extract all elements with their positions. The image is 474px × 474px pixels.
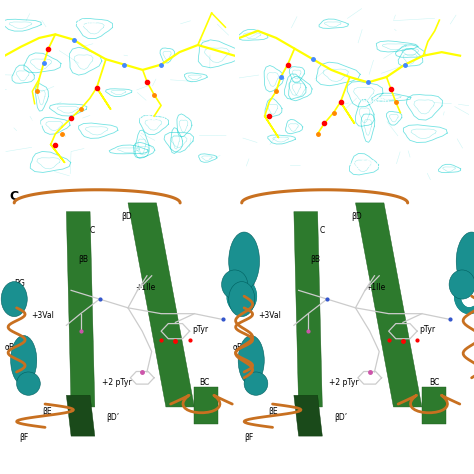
Text: +1Ile: +1Ile [365, 283, 385, 292]
Text: +2pTyr: +2pTyr [248, 117, 278, 126]
Text: βB: βB [310, 255, 320, 264]
Polygon shape [194, 387, 218, 424]
Text: βD: βD [121, 211, 132, 220]
Polygon shape [66, 212, 95, 407]
Text: +2pTyr: +2pTyr [14, 119, 44, 128]
Ellipse shape [1, 282, 27, 317]
Text: ArgβD’1: ArgβD’1 [347, 160, 382, 169]
Ellipse shape [449, 270, 474, 299]
Text: C: C [9, 190, 18, 203]
Ellipse shape [244, 372, 268, 395]
Polygon shape [356, 203, 422, 407]
Text: βF: βF [19, 433, 28, 442]
Text: αA: αA [462, 252, 473, 261]
Polygon shape [294, 212, 322, 407]
Ellipse shape [456, 232, 474, 291]
Text: +1Glu: +1Glu [304, 30, 330, 39]
Text: βE: βE [268, 407, 277, 416]
Text: B: B [246, 8, 256, 21]
Text: pTyr: pTyr [389, 74, 406, 83]
Text: BG: BG [244, 279, 255, 288]
Text: BC: BC [429, 378, 439, 387]
Text: pTyr: pTyr [419, 325, 436, 334]
Text: LysβD6: LysβD6 [138, 113, 169, 122]
Ellipse shape [228, 282, 255, 317]
Text: +2 pTyr: +2 pTyr [102, 378, 131, 387]
Text: A: A [12, 8, 21, 21]
Polygon shape [294, 395, 322, 436]
Ellipse shape [221, 270, 247, 299]
Text: βD’: βD’ [107, 413, 120, 422]
Text: αB: αB [5, 343, 15, 352]
Text: βF: βF [244, 433, 254, 442]
Text: pTyr: pTyr [192, 325, 208, 334]
Text: αB: αB [232, 343, 242, 352]
Text: βE: βE [43, 407, 52, 416]
Text: BG: BG [14, 279, 25, 288]
Text: C: C [320, 226, 325, 235]
Ellipse shape [17, 372, 40, 395]
Ellipse shape [11, 336, 37, 385]
Text: BC: BC [199, 378, 210, 387]
Text: +2 pTyr: +2 pTyr [329, 378, 359, 387]
Text: C: C [90, 226, 95, 235]
Text: ArgβD’1: ArgβD’1 [108, 162, 142, 170]
Polygon shape [128, 203, 194, 407]
Ellipse shape [238, 336, 264, 385]
Ellipse shape [228, 232, 259, 291]
Text: LysβD6: LysβD6 [359, 98, 390, 106]
Text: ArgαA2: ArgαA2 [400, 5, 431, 14]
Text: +1Ile: +1Ile [73, 19, 96, 28]
Text: ArgαA2: ArgαA2 [161, 5, 192, 14]
Text: αA: αA [237, 252, 247, 261]
Polygon shape [66, 395, 95, 436]
Text: +3Val: +3Val [31, 310, 54, 319]
Text: βD: βD [351, 211, 362, 220]
Text: βB: βB [78, 255, 88, 264]
Text: pTyr: pTyr [154, 69, 172, 78]
Text: +3Val: +3Val [258, 310, 281, 319]
Text: +1Ile: +1Ile [135, 283, 155, 292]
Text: βD’: βD’ [334, 413, 347, 422]
Polygon shape [422, 387, 446, 424]
